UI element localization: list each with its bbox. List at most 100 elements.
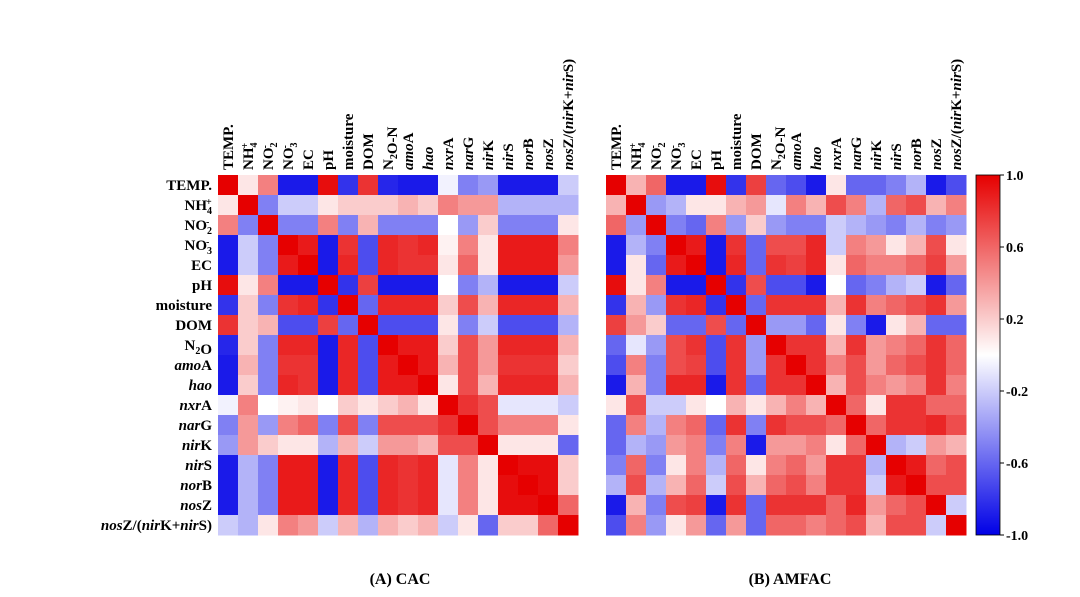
col-label-no2: NO2-: [260, 143, 280, 171]
heatmap-cell: [766, 415, 787, 436]
heatmap-cell: [338, 415, 359, 436]
heatmap-cell: [398, 515, 419, 536]
heatmap-cell: [946, 335, 967, 356]
heatmap-cell: [298, 435, 319, 456]
heatmap-cell: [886, 515, 907, 536]
heatmap-cell: [418, 315, 439, 336]
heatmap-cell: [846, 215, 867, 236]
heatmap-cell: [318, 335, 339, 356]
heatmap-cell: [786, 475, 807, 496]
heatmap-cell: [746, 355, 767, 376]
row-label-ph: pH: [192, 278, 212, 294]
heatmap-cell: [298, 215, 319, 236]
heatmap-cell: [846, 395, 867, 416]
heatmap-cell: [726, 195, 747, 216]
heatmap-cell: [218, 435, 239, 456]
heatmap-cell: [498, 275, 519, 296]
heatmap-cell: [318, 235, 339, 256]
heatmap-cell: [238, 375, 259, 396]
heatmap-cell: [458, 375, 479, 396]
heatmap-cell: [558, 375, 579, 396]
heatmap-cell: [926, 475, 947, 496]
heatmap-cell: [666, 375, 687, 396]
heatmap-cell: [458, 455, 479, 476]
heatmap-cell: [946, 475, 967, 496]
heatmap-cell: [606, 395, 627, 416]
heatmap-cell: [458, 175, 479, 196]
heatmap-cell: [926, 355, 947, 376]
heatmap-cell: [766, 495, 787, 516]
heatmap-cell: [518, 475, 539, 496]
heatmap-cell: [498, 455, 519, 476]
heatmap-cell: [358, 275, 379, 296]
heatmap-cell: [238, 195, 259, 216]
heatmap-cell: [478, 335, 499, 356]
heatmap-cell: [238, 275, 259, 296]
heatmap-cell: [378, 475, 399, 496]
heatmap-cell: [338, 295, 359, 316]
heatmap-cell: [398, 355, 419, 376]
heatmap-cell: [946, 375, 967, 396]
row-label-n2o: N2O: [184, 338, 212, 358]
heatmap-cell: [746, 255, 767, 276]
heatmap-cell: [626, 315, 647, 336]
heatmap-cell: [218, 275, 239, 296]
heatmap-cell: [458, 255, 479, 276]
heatmap-cell: [378, 455, 399, 476]
heatmap-cell: [318, 295, 339, 316]
heatmap-cell: [646, 335, 667, 356]
heatmap-cell: [846, 415, 867, 436]
heatmap-cell: [338, 475, 359, 496]
heatmap-cell: [706, 335, 727, 356]
heatmap-cell: [826, 415, 847, 436]
heatmap-cell: [258, 375, 279, 396]
heatmap-cell: [886, 415, 907, 436]
heatmap-cell: [238, 355, 259, 376]
heatmap-cell: [218, 175, 239, 196]
heatmap-cell: [378, 275, 399, 296]
heatmap-cell: [646, 515, 667, 536]
heatmap-cell: [926, 255, 947, 276]
heatmap-cell: [806, 435, 827, 456]
row-label-nxra: nxrA: [179, 398, 212, 414]
heatmap-cell: [258, 295, 279, 316]
heatmap-cell: [706, 255, 727, 276]
heatmap-cell: [626, 415, 647, 436]
heatmap-cell: [478, 415, 499, 436]
heatmap-cell: [946, 495, 967, 516]
heatmap-cell: [378, 175, 399, 196]
heatmap-cell: [418, 195, 439, 216]
heatmap-cell: [278, 215, 299, 236]
heatmap-cell: [886, 375, 907, 396]
col-label-amoa: amoA: [789, 132, 805, 170]
heatmap-cell: [558, 335, 579, 356]
heatmap-cell: [438, 355, 459, 376]
heatmap-cell: [298, 375, 319, 396]
heatmap-cell: [926, 195, 947, 216]
heatmap-cell: [238, 435, 259, 456]
heatmap-cell: [278, 455, 299, 476]
heatmap-cell: [826, 375, 847, 396]
row-label-nirs: nirS: [185, 458, 212, 474]
heatmap-cell: [906, 475, 927, 496]
heatmap-cell: [418, 435, 439, 456]
heatmap-cell: [826, 475, 847, 496]
heatmap-cell: [746, 415, 767, 436]
heatmap-cell: [538, 355, 559, 376]
heatmap-cell: [726, 395, 747, 416]
heatmap-cell: [438, 475, 459, 496]
heatmap-cell: [498, 375, 519, 396]
heatmap-cell: [906, 175, 927, 196]
heatmap-cell: [258, 255, 279, 276]
heatmap-cell: [946, 175, 967, 196]
heatmap-cell: [686, 335, 707, 356]
heatmap-cell: [498, 495, 519, 516]
col-label-moisture: moisture: [729, 113, 745, 170]
heatmap-cell: [686, 275, 707, 296]
heatmap-cell: [498, 475, 519, 496]
heatmap-cell: [826, 235, 847, 256]
heatmap-cell: [238, 315, 259, 336]
heatmap-cell: [318, 495, 339, 516]
row-label-amoa: amoA: [174, 358, 212, 374]
heatmap-cell: [906, 235, 927, 256]
